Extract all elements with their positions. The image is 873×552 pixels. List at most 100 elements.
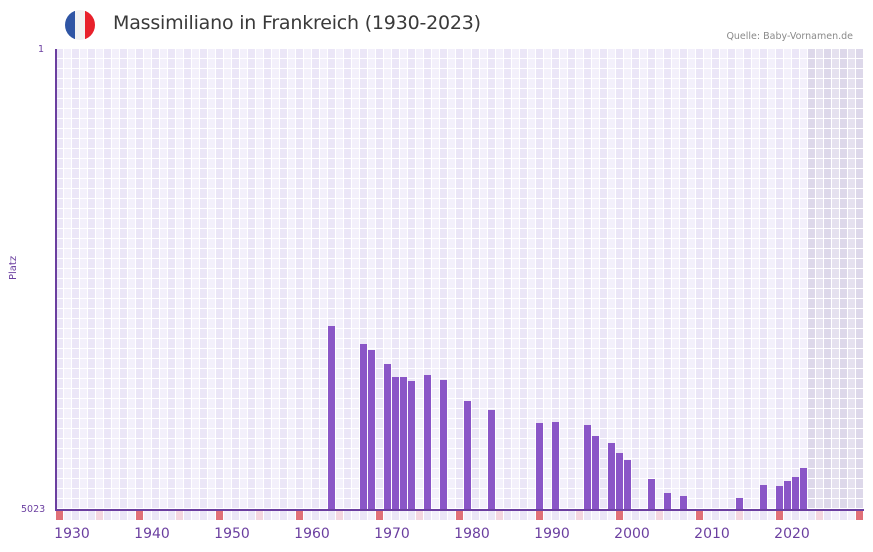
bar-2006[interactable]	[680, 496, 687, 509]
year-marker	[112, 511, 120, 520]
year-marker	[184, 511, 192, 520]
bar-2016[interactable]	[760, 485, 767, 509]
year-marker	[472, 511, 480, 520]
grid-column	[336, 49, 344, 509]
year-marker	[664, 511, 672, 520]
year-marker	[752, 511, 760, 520]
x-axis-line	[55, 509, 864, 511]
year-marker	[192, 511, 200, 520]
grid-column	[520, 49, 528, 509]
bar-2019[interactable]	[784, 481, 791, 509]
year-marker	[64, 511, 72, 520]
bar-1969[interactable]	[384, 364, 391, 509]
grid-column	[792, 49, 800, 509]
year-marker	[360, 511, 368, 520]
year-marker	[840, 511, 848, 520]
year-marker	[688, 511, 696, 520]
grid-column	[208, 49, 216, 509]
x-tick-1990: 1990	[534, 526, 570, 542]
bar-1966[interactable]	[360, 344, 367, 509]
bar-1994[interactable]	[584, 425, 591, 509]
bar-1995[interactable]	[592, 436, 599, 509]
year-marker	[776, 511, 784, 520]
bar-1962[interactable]	[328, 326, 335, 509]
bar-1974[interactable]	[424, 375, 431, 509]
grid-column	[816, 49, 824, 509]
grid-column	[400, 49, 408, 509]
grid-column	[368, 49, 376, 509]
grid-column	[592, 49, 600, 509]
grid-column	[488, 49, 496, 509]
grid-column	[176, 49, 184, 509]
year-marker	[176, 511, 184, 520]
grid-column	[440, 49, 448, 509]
year-marker	[272, 511, 280, 520]
grid-column	[720, 49, 728, 509]
year-marker	[816, 511, 824, 520]
year-marker	[344, 511, 352, 520]
grid-column	[832, 49, 840, 509]
grid-column	[744, 49, 752, 509]
grid-column	[840, 49, 848, 509]
grid-column	[512, 49, 520, 509]
year-marker	[336, 511, 344, 520]
year-marker	[80, 511, 88, 520]
bar-1971[interactable]	[400, 377, 407, 509]
bar-1998[interactable]	[616, 453, 623, 509]
source-credit: Quelle: Baby-Vornamen.de	[726, 31, 853, 42]
bar-2013[interactable]	[736, 498, 743, 509]
year-marker	[320, 511, 328, 520]
bar-2004[interactable]	[664, 493, 671, 509]
bar-2018[interactable]	[776, 486, 783, 509]
bar-2002[interactable]	[648, 479, 655, 509]
bar-1979[interactable]	[464, 401, 471, 509]
x-tick-2000: 2000	[614, 526, 650, 542]
bar-1970[interactable]	[392, 377, 399, 509]
year-marker	[544, 511, 552, 520]
year-marker	[712, 511, 720, 520]
year-marker	[520, 511, 528, 520]
year-marker	[608, 511, 616, 520]
x-tick-1970: 1970	[374, 526, 410, 542]
bar-2021[interactable]	[800, 468, 807, 509]
grid-column	[768, 49, 776, 509]
bar-1999[interactable]	[624, 460, 631, 509]
year-marker	[600, 511, 608, 520]
year-marker	[304, 511, 312, 520]
grid-column	[576, 49, 584, 509]
bar-2020[interactable]	[792, 477, 799, 509]
bar-1990[interactable]	[552, 422, 559, 509]
year-marker	[744, 511, 752, 520]
year-marker	[392, 511, 400, 520]
bar-1967[interactable]	[368, 350, 375, 509]
bar-1982[interactable]	[488, 410, 495, 509]
year-marker	[624, 511, 632, 520]
grid-column	[408, 49, 416, 509]
grid-column	[640, 49, 648, 509]
year-marker	[584, 511, 592, 520]
year-marker	[72, 511, 80, 520]
year-marker	[376, 511, 384, 520]
year-marker	[728, 511, 736, 520]
year-marker	[416, 511, 424, 520]
grid-column	[160, 49, 168, 509]
year-marker	[224, 511, 232, 520]
year-marker	[104, 511, 112, 520]
bar-1976[interactable]	[440, 380, 447, 509]
y-tick-bottom: 5023	[21, 504, 46, 515]
grid-column	[600, 49, 608, 509]
grid-column	[776, 49, 784, 509]
grid-column	[496, 49, 504, 509]
bar-1988[interactable]	[536, 423, 543, 509]
grid-column	[560, 49, 568, 509]
bar-1997[interactable]	[608, 443, 615, 509]
grid-column	[784, 49, 792, 509]
year-marker	[216, 511, 224, 520]
bar-1972[interactable]	[408, 381, 415, 509]
year-marker	[632, 511, 640, 520]
year-marker	[352, 511, 360, 520]
grid-column	[424, 49, 432, 509]
y-axis-label: Platz	[8, 255, 19, 280]
grid-column	[232, 49, 240, 509]
year-marker	[264, 511, 272, 520]
